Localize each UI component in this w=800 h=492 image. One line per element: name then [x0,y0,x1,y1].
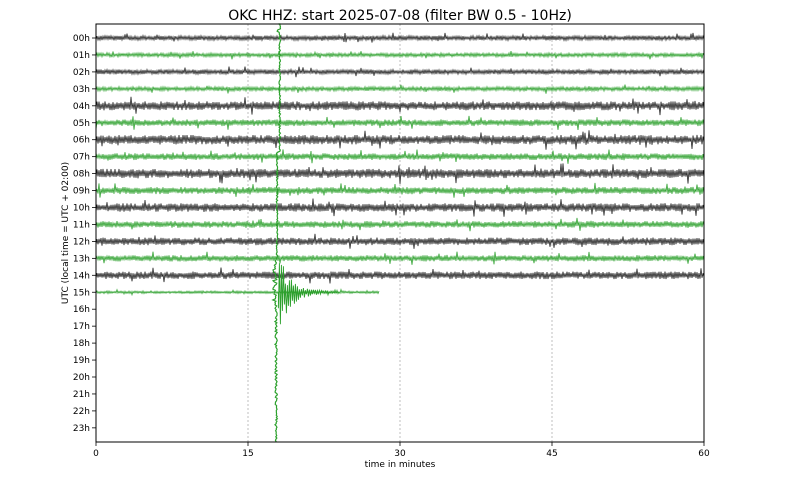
y-tick-label-05h: 05h [73,119,90,129]
event-spike [271,23,282,442]
trace-05h [95,115,705,131]
y-tick-label-08h: 08h [73,170,90,180]
trace-01h [95,50,705,60]
y-tick-label-22h: 22h [73,407,90,417]
y-tick-label-07h: 07h [73,153,90,163]
y-axis-label: UTC (local time = UTC + 02:00) [61,162,71,304]
y-tick-label-23h: 23h [73,424,90,434]
event-coda [277,263,339,325]
x-tick-label: 60 [698,449,710,459]
chart-title: OKC HHZ: start 2025-07-08 (filter BW 0.5… [228,8,572,24]
trace-12h [95,233,705,249]
y-tick-label-19h: 19h [73,356,90,366]
trace-04h [95,96,705,116]
y-tick-label-14h: 14h [73,271,90,281]
y-tick-label-06h: 06h [73,136,90,146]
y-tick-label-21h: 21h [73,390,90,400]
trace-13h [95,251,705,265]
y-tick-label-10h: 10h [73,204,90,214]
trace-08h [95,163,705,184]
y-axis-ticks: 00h 01h 02h 03h 04h 05h 06h 07h 08h 09h 10h 11h 12h 1… [73,34,96,434]
y-tick-label-17h: 17h [73,322,90,332]
y-tick-label-09h: 09h [73,187,90,197]
trace-00h [95,32,705,43]
y-tick-label-18h: 18h [73,339,90,349]
y-tick-label-20h: 20h [73,373,90,383]
trace-11h [95,217,705,232]
y-tick-label-03h: 03h [73,85,90,95]
trace-09h [95,182,705,198]
y-tick-label-00h: 00h [73,34,90,44]
x-tick-label: 0 [93,449,99,459]
x-tick-label: 30 [394,449,406,459]
y-tick-label-13h: 13h [73,254,90,264]
y-tick-label-15h: 15h [73,288,90,298]
y-tick-label-11h: 11h [73,220,90,230]
y-tick-label-01h: 01h [73,51,90,61]
y-tick-label-02h: 02h [73,68,90,78]
trace-14h [95,267,705,284]
trace-10h [95,198,705,217]
y-tick-label-12h: 12h [73,237,90,247]
earthquake-signal [271,23,339,442]
x-axis-label: time in minutes [365,460,436,470]
y-tick-label-16h: 16h [73,305,90,315]
x-axis-ticks: 0 15 30 45 60 [93,442,710,459]
x-tick-label: 45 [546,449,557,459]
trace-06h [95,130,705,150]
trace-02h [95,66,705,78]
traces [95,32,705,297]
y-tick-label-04h: 04h [73,102,90,112]
trace-03h [95,84,705,94]
x-tick-label: 15 [242,449,253,459]
trace-07h [95,149,705,164]
grid-lines [247,24,553,442]
